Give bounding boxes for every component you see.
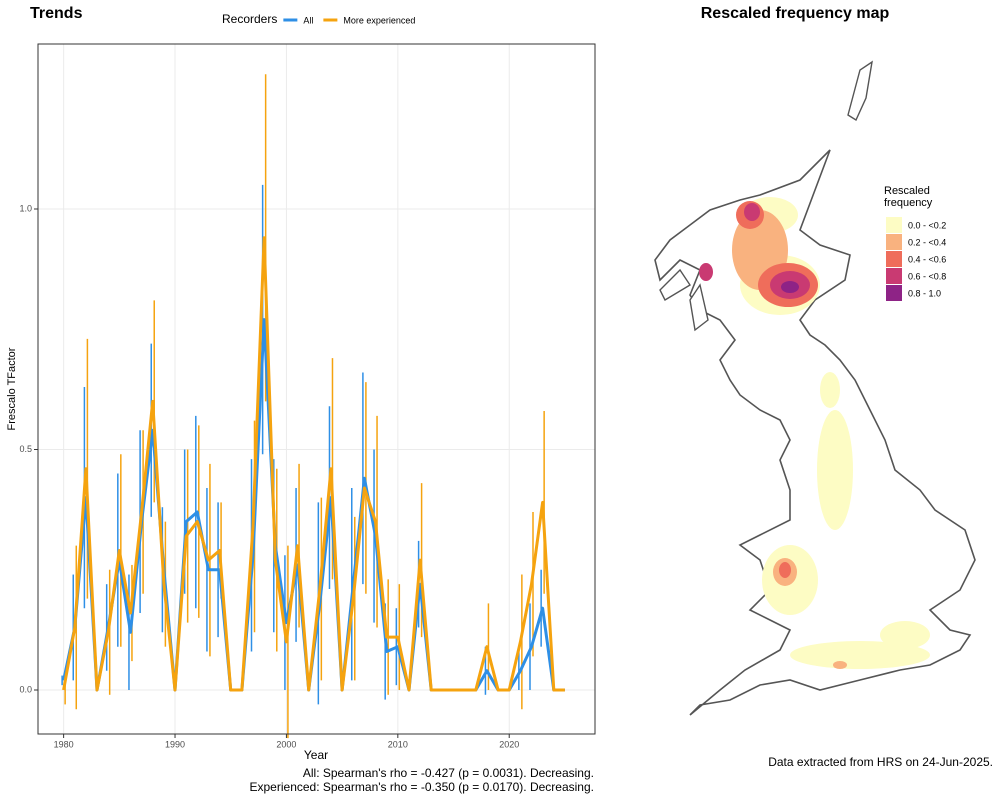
footnote: Experienced: Spearman's rho = -0.350 (p … [250, 780, 595, 794]
legend-key [886, 234, 902, 250]
chart-title: Trends [30, 5, 83, 22]
x-axis-label: Year [304, 748, 328, 762]
footnote: All: Spearman's rho = -0.427 (p = 0.0031… [303, 766, 594, 780]
frequency-area [744, 203, 760, 221]
frequency-areas [699, 197, 930, 669]
y-tick-label: 1.0 [19, 203, 32, 213]
series-line [62, 236, 565, 692]
frequency-area [880, 621, 930, 649]
frequency-area [817, 410, 853, 530]
x-tick-label: 2000 [276, 739, 296, 749]
map-note: Data extracted from HRS on 24-Jun-2025. [768, 755, 993, 769]
frequency-area [820, 372, 840, 408]
frequency-area [779, 562, 791, 578]
frequency-area [833, 661, 847, 669]
x-tick-label: 2020 [499, 739, 519, 749]
legend-label: 0.8 - 1.0 [908, 288, 941, 298]
panel-border [37, 43, 596, 735]
x-tick-label: 2010 [388, 739, 408, 749]
y-tick-label: 0.5 [19, 444, 32, 454]
legend-label: 0.2 - <0.4 [908, 237, 946, 247]
legend-key [886, 251, 902, 267]
legend-label: 0.6 - <0.8 [908, 271, 946, 281]
map: Rescaled frequency 0.0 - <0.20.2 - <0.40… [654, 60, 976, 716]
map-legend-title-text: Rescaled frequency [884, 185, 933, 209]
frequency-area [790, 641, 930, 669]
map-title: Rescaled frequency map [701, 5, 890, 22]
legend-title: Recorders [222, 12, 277, 26]
coastline [654, 149, 976, 716]
legend-key [886, 217, 902, 233]
legend-label: All [303, 15, 313, 25]
legend-label: More experienced [343, 15, 415, 25]
x-tick-label: 1980 [54, 739, 74, 749]
map-legend: 0.0 - <0.2 0.2 - <0.4 0.4 - <0.6 0.6 - <0.8… [886, 217, 946, 301]
legend-label: 0.0 - <0.2 [908, 220, 946, 230]
map-legend-title: Rescaled frequency [884, 185, 933, 209]
frequency-area [699, 263, 713, 281]
frequency-area [781, 281, 799, 293]
y-tick-label: 0.0 [19, 684, 32, 694]
islands [659, 60, 873, 332]
plot-area: 0.0 0.5 1.0 1980 1990 2000 2010 2020 [19, 43, 596, 749]
y-axis-label: Frescalo TFactor [6, 347, 18, 430]
x-tick-label: 1990 [165, 739, 185, 749]
legend-label: 0.4 - <0.6 [908, 254, 946, 264]
legend-key [886, 285, 902, 301]
legend-key [886, 268, 902, 284]
